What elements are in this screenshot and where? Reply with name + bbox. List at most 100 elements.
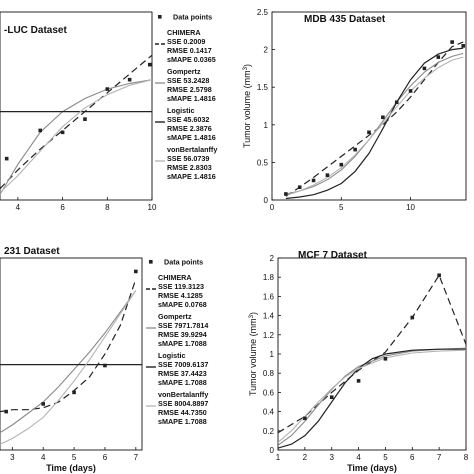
data-point bbox=[4, 156, 9, 161]
x-tick-label: 4 bbox=[356, 453, 361, 462]
x-tick-label: 6 bbox=[410, 453, 415, 462]
x-tick-label: 5 bbox=[339, 203, 344, 212]
data-point bbox=[436, 55, 441, 59]
plot-area bbox=[0, 54, 152, 195]
y-tick-label: 2.5 bbox=[257, 8, 269, 17]
legend-smape: sMAPE 1.4816 bbox=[167, 172, 216, 181]
legend-model-name: vonBertalanffy bbox=[167, 145, 217, 154]
y-axis-label-superscript: 3 bbox=[243, 66, 249, 70]
x-axis-label: Time (days) bbox=[347, 463, 397, 473]
plot-area bbox=[284, 40, 466, 200]
y-tick-label: 0 bbox=[270, 446, 275, 455]
legend-rmse: RMSE 37.4423 bbox=[158, 369, 207, 378]
data-point bbox=[4, 409, 8, 414]
x-tick-label: 7 bbox=[134, 453, 139, 462]
y-axis-label: Tumor volume (mm3) bbox=[248, 312, 258, 396]
data-point bbox=[437, 273, 441, 278]
legend-label-points: Data points bbox=[164, 258, 203, 267]
series-line-gompertz bbox=[0, 290, 137, 434]
data-point bbox=[461, 44, 466, 48]
y-tick-label: 1.8 bbox=[263, 273, 275, 282]
chart-title: MDB 435 Dataset bbox=[304, 14, 386, 25]
legend-rmse: RMSE 39.9294 bbox=[158, 330, 207, 339]
legend-smape: sMAPE 1.7088 bbox=[158, 417, 207, 426]
data-point bbox=[297, 185, 302, 190]
y-tick-label: 1.6 bbox=[263, 292, 275, 301]
legend-sse: SSE 53.2428 bbox=[167, 76, 209, 85]
x-tick-label: 8 bbox=[464, 453, 469, 462]
chart-br: 1 2 3 4 5 6 7 8 0 0.2 0.4 0.6 0.8 1 1.2 1.4 1.6 1.8 2 Time … bbox=[248, 250, 469, 473]
x-tick-label: 8 bbox=[105, 203, 110, 212]
data-point bbox=[83, 117, 87, 121]
data-point bbox=[60, 130, 65, 135]
legend-sse: SSE 7971.7814 bbox=[158, 321, 208, 330]
series-line-vonbertalanffy bbox=[278, 349, 466, 443]
data-point bbox=[41, 402, 46, 406]
legend-sse: SSE 8004.8897 bbox=[158, 399, 208, 408]
x-axis-label: Time (days) bbox=[46, 463, 96, 473]
axes-frame bbox=[0, 11, 153, 201]
data-point bbox=[339, 162, 344, 167]
legend-sse: SSE 45.6032 bbox=[167, 115, 209, 124]
y-tick-label: 2 bbox=[270, 254, 275, 263]
data-point bbox=[408, 89, 413, 93]
y-axis-label-superscript: 3 bbox=[249, 314, 255, 318]
data-point bbox=[72, 390, 76, 395]
data-point bbox=[422, 66, 427, 71]
y-tick-label: 1.5 bbox=[257, 83, 269, 92]
data-point bbox=[367, 130, 371, 135]
legend-model-name: Logistic bbox=[158, 351, 186, 360]
chart-bl: 3 4 5 6 7 Time (days) 231 Dataset Data points CH… bbox=[0, 246, 208, 473]
chart-title: -LUC Dataset bbox=[4, 25, 67, 36]
x-tick-label: 2 bbox=[303, 453, 308, 462]
series-line-chimera bbox=[278, 273, 466, 434]
legend-smape: sMAPE 0.0768 bbox=[158, 300, 207, 309]
data-point bbox=[134, 269, 138, 274]
y-tick-label: 0.5 bbox=[257, 158, 269, 167]
data-point bbox=[311, 178, 316, 183]
x-tick-label: 4 bbox=[16, 203, 21, 212]
legend-rmse: RMSE 0.1417 bbox=[167, 46, 212, 55]
series-line-logistic bbox=[285, 47, 464, 200]
chart-title: MCF 7 Dataset bbox=[298, 250, 368, 261]
data-point bbox=[394, 100, 399, 105]
series-line-vonbertalanffy bbox=[285, 56, 464, 197]
data-point bbox=[383, 357, 388, 361]
series-line-vonbertalanffy bbox=[0, 290, 137, 445]
legend-model-name: Gompertz bbox=[167, 67, 201, 76]
x-tick-label: 0 bbox=[270, 203, 275, 212]
x-tick-label: 10 bbox=[148, 203, 157, 212]
y-tick-label: 1 bbox=[264, 121, 269, 130]
y-axis-label: Tumor volume (mm3) bbox=[242, 64, 252, 148]
legend-model-name: CHIMERA bbox=[167, 28, 201, 37]
axes-frame bbox=[277, 257, 467, 451]
x-tick-label: 6 bbox=[60, 203, 65, 212]
y-tick-label: 1.4 bbox=[263, 312, 275, 321]
y-tick-label: 1.2 bbox=[263, 331, 275, 340]
data-point bbox=[450, 40, 454, 44]
legend-marker-points bbox=[158, 15, 162, 19]
axes-frame bbox=[0, 257, 143, 451]
legend-sse: SSE 7009.6137 bbox=[158, 360, 208, 369]
legend-sse: SSE 56.0739 bbox=[167, 154, 209, 163]
legend-rmse: RMSE 4.1285 bbox=[158, 291, 203, 300]
data-point bbox=[353, 147, 357, 152]
legend-smape: sMAPE 1.4816 bbox=[167, 133, 216, 142]
y-tick-label: 2 bbox=[264, 46, 269, 55]
series-line-chimera bbox=[285, 41, 464, 197]
data-point bbox=[325, 173, 330, 177]
x-tick-label: 10 bbox=[406, 203, 415, 212]
data-point bbox=[303, 416, 307, 421]
chart-tr: 0 5 10 0 0.5 1 1.5 2 2.5 Tumor volume (mm3) MDB 43… bbox=[242, 8, 467, 212]
legend-rmse: RMSE 44.7350 bbox=[158, 408, 207, 417]
data-point bbox=[147, 62, 152, 67]
series-line-gompertz bbox=[0, 79, 152, 195]
legend-rmse: RMSE 2.8303 bbox=[167, 163, 212, 172]
legend-marker-points bbox=[149, 260, 153, 264]
series-line-chimera bbox=[0, 54, 152, 190]
data-point bbox=[381, 115, 385, 120]
plot-area bbox=[0, 269, 142, 445]
data-point bbox=[329, 395, 334, 399]
